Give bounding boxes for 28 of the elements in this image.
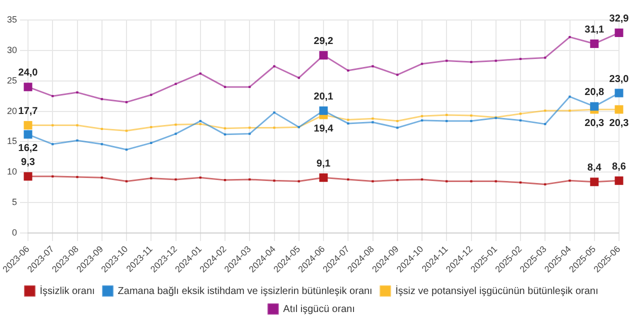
legend-label: Zamana bağlı eksik istihdam ve işsizlerin bütünleşik oranı [118,286,372,297]
data-label: 23,0 [609,74,630,85]
y-tick-label: 0 [12,227,18,238]
data-label: 8,6 [612,161,626,172]
legend-label: İşsiz ve potansiyel işgücünün bütünleşik oranı [395,284,598,297]
data-label: 16,2 [18,143,38,154]
data-label: 9,1 [316,158,331,170]
data-label: 9,3 [21,157,36,168]
y-tick-label: 10 [6,166,18,177]
y-tick-label: 15 [6,136,18,146]
data-label: 32,9 [609,14,630,25]
legend-label: Atıl işgücü oranı [283,304,355,315]
data-label: 8,4 [587,162,602,174]
data-label: 20,3 [609,118,630,130]
y-tick-label: 5 [12,197,18,208]
y-tick-label: 30 [6,44,18,55]
data-label: 29,2 [314,36,334,48]
y-tick-label: 35 [6,14,18,24]
data-label: 24,0 [18,68,38,79]
data-label: 20,8 [584,87,605,98]
y-tick-label: 20 [6,106,18,116]
data-label: 19,4 [314,124,334,135]
data-label: 20,3 [584,118,605,130]
data-label: 20,1 [314,91,334,102]
y-tick-label: 25 [6,75,18,86]
data-label: 31,1 [584,24,605,36]
data-label: 17,7 [18,106,38,118]
legend-label: İşsizlik oranı [40,284,95,297]
